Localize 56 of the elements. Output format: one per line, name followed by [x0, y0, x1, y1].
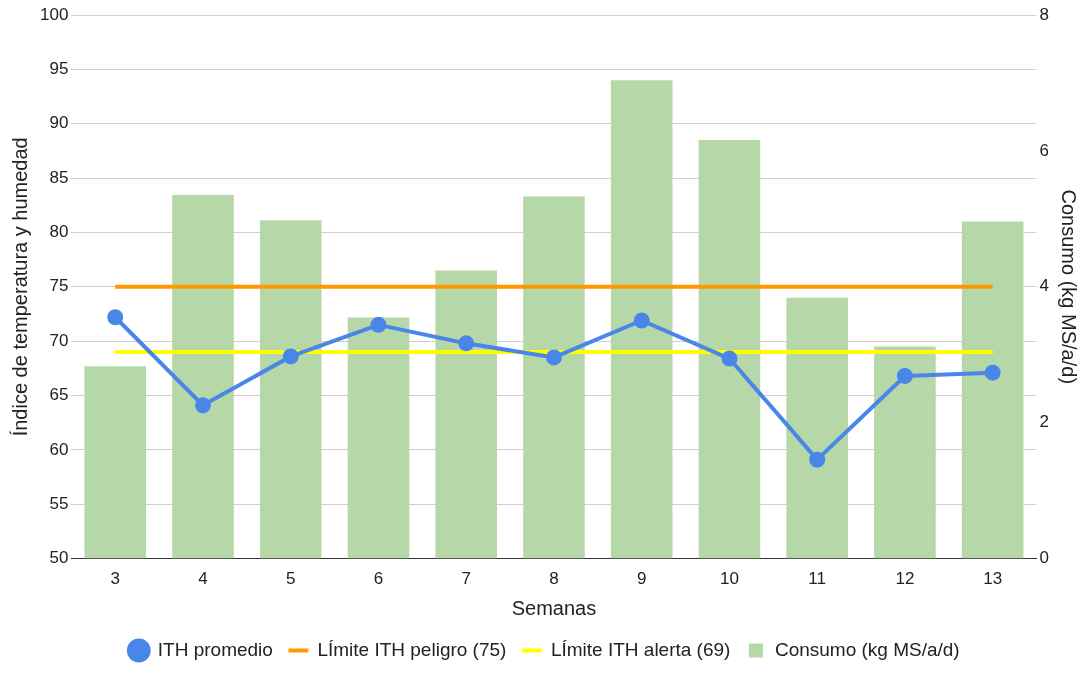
- x-tick-label: 9: [636, 569, 647, 589]
- bar: [874, 346, 936, 559]
- bar: [786, 297, 848, 559]
- point: [633, 312, 650, 329]
- bar: [172, 195, 234, 559]
- y-tick-label: 80: [49, 222, 69, 242]
- y-tick-label: 50: [49, 548, 69, 568]
- x-tick-label: 11: [808, 569, 827, 589]
- y-tick-label: 90: [49, 113, 69, 133]
- y-tick-label: 95: [49, 59, 69, 79]
- y-tick-label: 55: [49, 493, 69, 513]
- y2-axis-title: Consumo (kg MS/a/d): [1058, 189, 1081, 385]
- y-axis-title: Índice de temperatura y humedad: [8, 137, 31, 437]
- point: [809, 451, 826, 468]
- bar: [610, 80, 673, 559]
- y-tick-label: 70: [49, 330, 69, 350]
- bar: [84, 366, 147, 559]
- point: [896, 367, 913, 384]
- x-axis-title: Semanas: [511, 596, 597, 619]
- point: [370, 316, 387, 333]
- y2-tick-label: 6: [1039, 140, 1050, 160]
- point: [458, 335, 475, 352]
- x-tick-label: 8: [549, 569, 559, 589]
- y2-tick-label: 2: [1039, 412, 1050, 432]
- x-tick-label: 13: [983, 569, 1003, 589]
- point: [721, 350, 738, 367]
- bar: [523, 196, 585, 559]
- x-tick-label: 3: [110, 569, 120, 589]
- legend-label: Consumo (kg MS/a/d): [774, 638, 960, 660]
- legend-label: LÍmite ITH alerta (69): [550, 638, 731, 660]
- y2-tick-label: 0: [1039, 548, 1050, 568]
- x-tick-label: 10: [719, 569, 739, 589]
- bar: [698, 140, 761, 559]
- bar: [347, 317, 410, 559]
- y-tick-label: 65: [49, 385, 69, 405]
- bar: [961, 221, 1024, 559]
- point: [545, 349, 562, 366]
- x-tick-label: 5: [285, 569, 296, 589]
- y-tick-label: 75: [49, 276, 69, 296]
- x-tick-label: 4: [198, 569, 208, 589]
- legend-label: LÍmite ITH peligro (75): [317, 638, 507, 660]
- point: [107, 309, 124, 326]
- bar: [435, 270, 498, 559]
- x-tick-label: 7: [461, 569, 471, 589]
- y2-tick-label: 4: [1039, 276, 1050, 296]
- bar: [259, 220, 322, 559]
- point: [282, 348, 299, 365]
- y2-tick-label: 8: [1039, 4, 1050, 24]
- y-tick-label: 100: [39, 4, 69, 24]
- y-tick-label: 60: [49, 439, 69, 459]
- y-tick-label: 85: [49, 167, 69, 187]
- point: [984, 364, 1001, 381]
- point: [194, 397, 211, 414]
- x-tick-label: 6: [373, 569, 384, 589]
- x-tick-label: 12: [895, 569, 915, 589]
- legend-label: ITH promedio: [157, 638, 273, 660]
